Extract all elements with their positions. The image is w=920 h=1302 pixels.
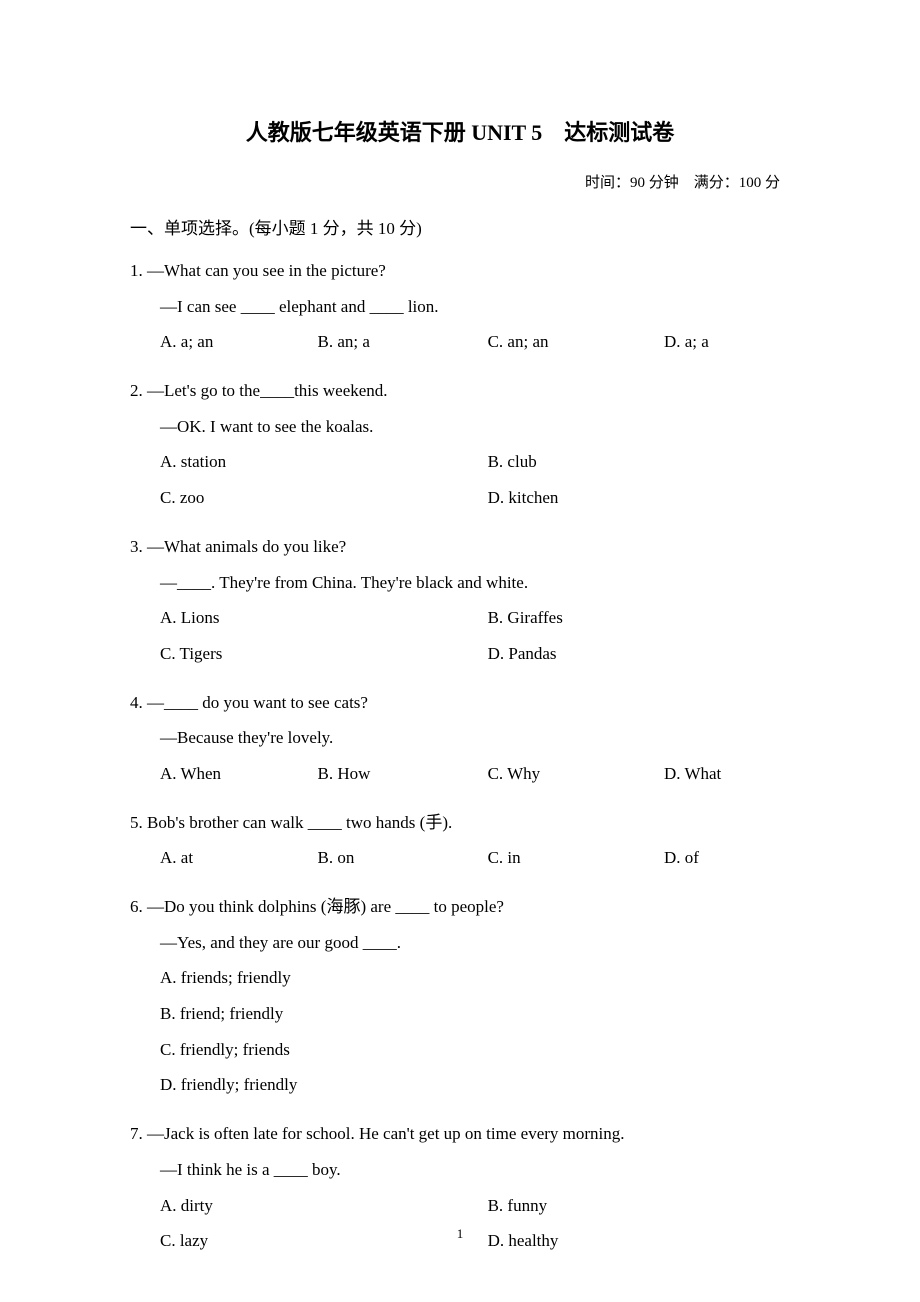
option: C. in xyxy=(488,840,664,876)
option: B. funny xyxy=(488,1188,790,1224)
question-line: 2. —Let's go to the____this weekend. xyxy=(130,373,790,409)
question: 3. —What animals do you like?—____. They… xyxy=(130,529,790,672)
question-line: —OK. I want to see the koalas. xyxy=(160,409,790,445)
question-line: 5. Bob's brother can walk ____ two hands… xyxy=(130,805,790,841)
question-line: 1. —What can you see in the picture? xyxy=(130,253,790,289)
option: A. station xyxy=(160,444,488,480)
question-line: 3. —What animals do you like? xyxy=(130,529,790,565)
option: C. an; an xyxy=(488,324,664,360)
option: D. of xyxy=(664,840,822,876)
option: A. at xyxy=(160,840,318,876)
question-line: 4. —____ do you want to see cats? xyxy=(130,685,790,721)
option: B. Giraffes xyxy=(488,600,790,636)
option: D. What xyxy=(664,756,822,792)
page-number: 1 xyxy=(0,1226,920,1242)
options-row: C. friendly; friends xyxy=(160,1032,790,1068)
option: C. Why xyxy=(488,756,664,792)
option: D. a; a xyxy=(664,324,822,360)
question-line: —Yes, and they are our good ____. xyxy=(160,925,790,961)
option: C. Tigers xyxy=(160,636,488,672)
question-line: —I think he is a ____ boy. xyxy=(160,1152,790,1188)
question-line: —I can see ____ elephant and ____ lion. xyxy=(160,289,790,325)
option: B. on xyxy=(318,840,488,876)
option: B. an; a xyxy=(318,324,488,360)
question-line: —Because they're lovely. xyxy=(160,720,790,756)
question: 1. —What can you see in the picture?—I c… xyxy=(130,253,790,360)
option: D. Pandas xyxy=(488,636,790,672)
option: A. When xyxy=(160,756,318,792)
option: D. kitchen xyxy=(488,480,790,516)
section-header: 一、单项选择。(每小题 1 分，共 10 分) xyxy=(130,214,790,239)
question-line: 7. —Jack is often late for school. He ca… xyxy=(130,1116,790,1152)
option: B. How xyxy=(318,756,488,792)
options-row: A. WhenB. HowC. WhyD. What xyxy=(160,756,790,792)
options-row: B. friend; friendly xyxy=(160,996,790,1032)
option: A. Lions xyxy=(160,600,488,636)
exam-meta: 时间：90 分钟 满分：100 分 xyxy=(130,171,790,192)
document-title: 人教版七年级英语下册 UNIT 5 达标测试卷 xyxy=(130,115,790,147)
option: A. dirty xyxy=(160,1188,488,1224)
question: 2. —Let's go to the____this weekend.—OK.… xyxy=(130,373,790,516)
options-row: A. stationB. clubC. zooD. kitchen xyxy=(160,444,790,515)
options-row: A. friends; friendly xyxy=(160,960,790,996)
question: 4. —____ do you want to see cats?—Becaus… xyxy=(130,685,790,792)
question: 5. Bob's brother can walk ____ two hands… xyxy=(130,805,790,876)
questions-container: 1. —What can you see in the picture?—I c… xyxy=(130,253,790,1259)
option: D. friendly; friendly xyxy=(160,1067,790,1103)
option: C. friendly; friends xyxy=(160,1032,790,1068)
options-row: A. LionsB. GiraffesC. TigersD. Pandas xyxy=(160,600,790,671)
options-row: A. dirtyB. funnyC. lazyD. healthy xyxy=(160,1188,790,1259)
option: B. friend; friendly xyxy=(160,996,790,1032)
option: B. club xyxy=(488,444,790,480)
question-line: —____. They're from China. They're black… xyxy=(160,565,790,601)
question: 6. —Do you think dolphins (海豚) are ____ … xyxy=(130,889,790,1103)
options-row: A. a; anB. an; aC. an; anD. a; a xyxy=(160,324,790,360)
options-row: A. atB. onC. inD. of xyxy=(160,840,790,876)
question-line: 6. —Do you think dolphins (海豚) are ____ … xyxy=(130,889,790,925)
option: C. zoo xyxy=(160,480,488,516)
option: A. a; an xyxy=(160,324,318,360)
option: A. friends; friendly xyxy=(160,960,790,996)
options-row: D. friendly; friendly xyxy=(160,1067,790,1103)
